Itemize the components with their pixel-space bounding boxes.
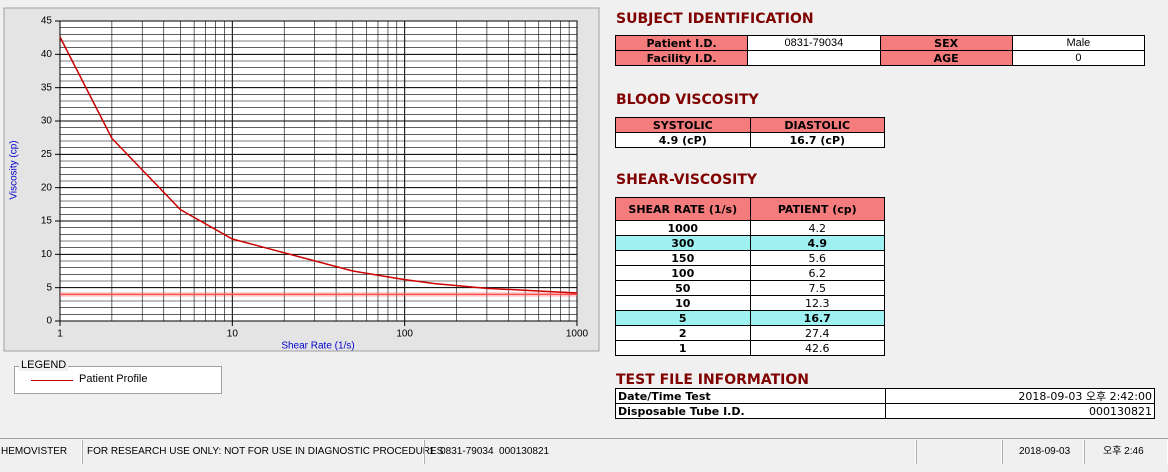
chart: Viscosity (cp) Shear Rate (1/s) 0 5 10 15 20… — [3, 7, 600, 352]
x-tick-label: 10 — [227, 329, 239, 340]
label: SEX — [879, 35, 1013, 51]
section-title: TEST FILE INFORMATION — [616, 372, 809, 388]
row: 50 7.5 — [615, 280, 885, 296]
label: AGE — [879, 50, 1013, 66]
section-title: BLOOD VISCOSITY — [616, 92, 759, 108]
shear-rate: 300 — [615, 235, 751, 251]
status-cell: FOR RESEARCH USE ONLY: NOT FOR USE IN DI… — [82, 440, 443, 464]
status-divider — [0, 438, 1168, 439]
label: Facility I.D. — [614, 50, 749, 66]
y-tick-label: 30 — [41, 116, 53, 127]
header: PATIENT (cp) — [749, 197, 885, 221]
legend-title: LEGEND — [19, 359, 69, 371]
plot-area — [59, 20, 578, 322]
y-tick-label: 0 — [46, 316, 52, 327]
label: Date/Time Test — [615, 388, 886, 404]
y-tick-label: 45 — [41, 16, 53, 27]
header: DIASTOLIC — [749, 117, 885, 133]
status-cell — [916, 440, 1002, 464]
value: 0 — [1011, 50, 1146, 66]
subject-table: Patient I.D. 0831-79034 SEX Male Facility I… — [614, 35, 1146, 66]
shear-rate: 2 — [615, 325, 751, 341]
y-tick-label: 25 — [41, 149, 53, 160]
test-file-table: Date/Time Test 2018-09-03 오후 2:42:00 Disp… — [615, 388, 1155, 419]
y-tick-label: 40 — [41, 49, 53, 60]
row: 1000 4.2 — [615, 220, 885, 236]
value — [747, 50, 881, 66]
blood-viscosity-table: SYSTOLIC DIASTOLIC 4.9 (cP) 16.7 (cP) — [615, 117, 885, 148]
status-cell: HEMOVISTER — [0, 440, 82, 464]
y-axis-label: Viscosity (cp) — [9, 140, 20, 199]
viscosity-value: 6.2 — [749, 265, 885, 281]
row: 2 27.4 — [615, 325, 885, 341]
row: 5 16.7 — [615, 310, 885, 326]
viscosity-value: 4.9 — [749, 235, 885, 251]
value: 2018-09-03 오후 2:42:00 — [884, 388, 1155, 404]
viscosity-value: 42.6 — [749, 340, 885, 356]
value: 000130821 — [884, 403, 1155, 419]
shear-table: SHEAR RATE (1/s) PATIENT (cp) 1000 4.2 300 4… — [615, 197, 885, 356]
value: Male — [1011, 35, 1146, 51]
legend-box: LEGEND Patient Profile — [14, 359, 222, 394]
value: 16.7 (cP) — [749, 132, 885, 148]
x-tick-label: 100 — [396, 329, 413, 340]
y-tick-label: 20 — [41, 182, 53, 193]
row: 300 4.9 — [615, 235, 885, 251]
section-title: SUBJECT IDENTIFICATION — [616, 11, 814, 27]
viscosity-value: 12.3 — [749, 295, 885, 311]
x-tick-label: 1 — [57, 329, 63, 340]
shear-rate: 1000 — [615, 220, 751, 236]
y-tick-label: 10 — [41, 249, 53, 260]
row: 100 6.2 — [615, 265, 885, 281]
row: 1 42.6 — [615, 340, 885, 356]
viscosity-value: 16.7 — [749, 310, 885, 326]
value: 0831-79034 — [747, 35, 881, 51]
value: 4.9 (cP) — [615, 132, 751, 148]
viscosity-value: 7.5 — [749, 280, 885, 296]
viscosity-value: 27.4 — [749, 325, 885, 341]
shear-rate: 1 — [615, 340, 751, 356]
shear-rate: 10 — [615, 295, 751, 311]
legend-swatch — [31, 380, 73, 381]
line — [59, 36, 578, 294]
x-axis-label: Shear Rate (1/s) — [281, 341, 354, 352]
status-cell: 2018-09-03 — [1002, 440, 1084, 464]
shear-rate: 150 — [615, 250, 751, 266]
viscosity-value: 4.2 — [749, 220, 885, 236]
label: Patient I.D. — [614, 35, 749, 51]
label: Disposable Tube I.D. — [615, 403, 886, 419]
y-tick-label: 35 — [41, 82, 53, 93]
y-tick-label: 15 — [41, 216, 53, 227]
header: SYSTOLIC — [615, 117, 751, 133]
x-tick-label: 1000 — [566, 329, 589, 340]
row: 10 12.3 — [615, 295, 885, 311]
legend-label: Patient Profile — [79, 373, 148, 385]
viscosity-value: 5.6 — [749, 250, 885, 266]
row: 150 5.6 — [615, 250, 885, 266]
header: SHEAR RATE (1/s) — [615, 197, 751, 221]
status-cell: 1 0831-79034 000130821 — [424, 440, 916, 464]
shear-rate: 5 — [615, 310, 751, 326]
section-title: SHEAR-VISCOSITY — [616, 172, 758, 188]
shear-rate: 100 — [615, 265, 751, 281]
y-tick-label: 5 — [46, 282, 52, 293]
shear-rate: 50 — [615, 280, 751, 296]
status-cell: 오후 2:46 — [1084, 440, 1168, 464]
